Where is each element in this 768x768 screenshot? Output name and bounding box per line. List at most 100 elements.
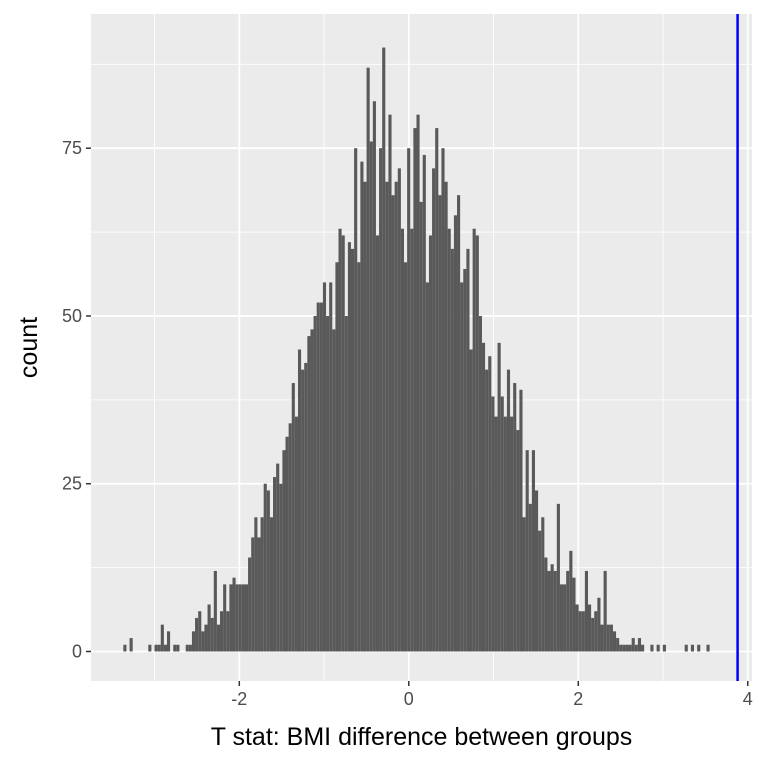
y-tick-label: 50: [62, 306, 82, 326]
histogram-bar: [160, 624, 164, 652]
histogram-bar: [273, 477, 277, 652]
histogram-bar: [422, 154, 426, 652]
x-tick-label: 4: [743, 689, 753, 709]
histogram-bar: [544, 557, 548, 652]
histogram-bar: [584, 570, 589, 652]
histogram-bar: [594, 611, 598, 652]
histogram-bar: [597, 597, 601, 652]
histogram-bar: [310, 329, 314, 652]
histogram-bar: [394, 181, 398, 652]
histogram-bar: [316, 302, 320, 652]
histogram-bar: [235, 584, 239, 652]
histogram-bar: [185, 644, 189, 652]
histogram-bar: [341, 235, 345, 652]
x-tick-label: 2: [573, 689, 583, 709]
histogram-bar: [257, 537, 261, 652]
histogram-bar: [154, 644, 158, 652]
histogram-bar: [637, 638, 642, 652]
histogram-bar: [478, 315, 482, 652]
histogram-bar: [195, 617, 199, 652]
histogram-bar: [631, 638, 635, 652]
histogram-bar: [460, 282, 464, 652]
histogram-bar: [313, 315, 317, 652]
histogram-bar: [503, 416, 507, 652]
histogram-bar: [506, 369, 511, 652]
histogram-bar: [432, 168, 436, 652]
histogram-bar: [428, 235, 433, 652]
histogram-bar: [606, 624, 610, 652]
histogram-bar: [129, 638, 133, 652]
histogram-bar: [213, 570, 217, 652]
histogram-bar: [600, 624, 604, 652]
histogram-bar: [510, 416, 514, 652]
histogram-bar: [269, 517, 274, 652]
histogram-bar: [612, 631, 617, 652]
histogram-bar: [488, 356, 492, 652]
histogram-bar: [372, 101, 376, 652]
histogram-bar: [307, 336, 311, 652]
histogram-bar: [282, 450, 286, 652]
histogram-bar: [457, 195, 461, 652]
histogram-bar: [553, 570, 557, 652]
histogram-bar: [435, 128, 439, 652]
histogram-bar: [266, 490, 270, 652]
histogram-bar: [538, 530, 542, 652]
histogram-bar: [204, 624, 208, 652]
histogram-bar: [697, 644, 701, 652]
histogram-bar: [360, 161, 364, 652]
histogram-bar: [251, 537, 255, 652]
histogram-bar: [254, 517, 258, 652]
histogram-bar: [438, 195, 442, 652]
histogram-bar: [223, 584, 227, 652]
histogram-bar: [276, 463, 280, 652]
histogram-bar: [475, 235, 479, 652]
histogram-bar: [572, 577, 576, 652]
histogram-bar: [563, 584, 567, 652]
histogram-bar: [407, 148, 411, 652]
histogram-bar: [369, 141, 373, 652]
histogram-bar: [188, 644, 192, 652]
histogram-bar: [363, 181, 367, 652]
histogram-bars: [123, 47, 710, 652]
histogram-bar: [450, 248, 454, 652]
histogram-bar: [375, 235, 380, 652]
histogram-bar: [425, 282, 429, 652]
y-axis: 0 25 50 75: [62, 138, 91, 661]
histogram-bar: [304, 362, 308, 652]
histogram-bar: [569, 550, 573, 652]
histogram-bar: [332, 329, 336, 652]
histogram-bar: [528, 503, 532, 652]
histogram-bar: [447, 228, 451, 652]
histogram-bar: [472, 228, 476, 652]
histogram-bar: [157, 644, 161, 652]
histogram-bar: [301, 369, 305, 652]
histogram-bar: [416, 114, 420, 652]
histogram-bar: [210, 617, 214, 652]
histogram-bar: [453, 215, 458, 652]
histogram-bar: [123, 644, 127, 652]
histogram-bar: [550, 564, 554, 652]
histogram-bar: [191, 631, 196, 652]
histogram-bar: [603, 570, 607, 652]
histogram-bar: [628, 644, 632, 652]
histogram-bar: [441, 148, 445, 652]
y-tick-label: 75: [62, 138, 82, 158]
histogram-bar: [385, 181, 389, 652]
histogram-bar: [500, 396, 504, 652]
histogram-bar: [444, 181, 448, 652]
histogram-bar: [706, 644, 710, 652]
histogram-bar: [260, 517, 264, 652]
histogram-bar: [382, 47, 386, 652]
histogram-bar: [581, 611, 585, 652]
y-tick-label: 0: [72, 641, 82, 661]
histogram-bar: [463, 268, 467, 652]
histogram-bar: [173, 644, 177, 652]
histogram-bar: [404, 262, 408, 652]
histogram-bar: [588, 604, 592, 652]
histogram-bar: [690, 644, 695, 652]
histogram-bar: [634, 644, 638, 652]
histogram-bar: [625, 644, 629, 652]
histogram-bar: [238, 584, 242, 652]
histogram-bar: [481, 342, 486, 652]
histogram-bar: [650, 644, 654, 652]
